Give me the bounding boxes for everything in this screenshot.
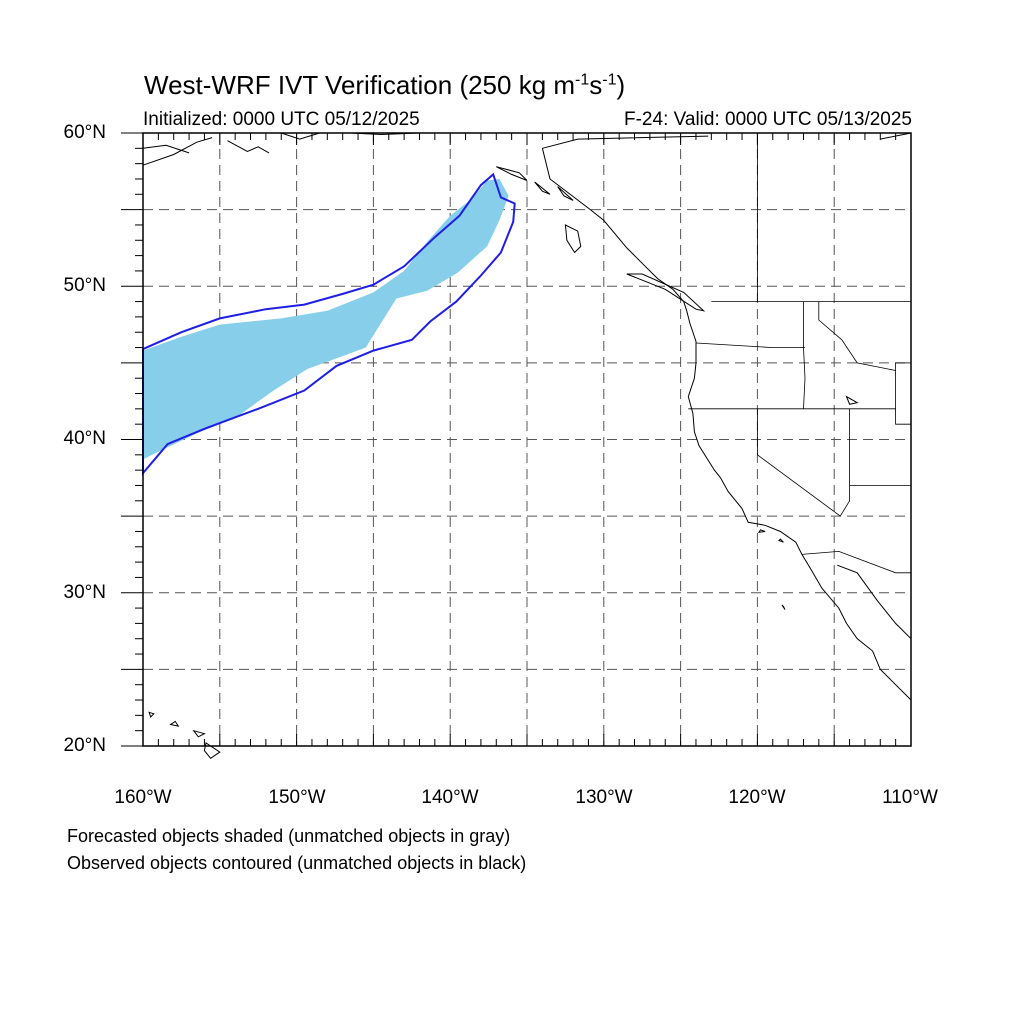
observed-ivt-contour — [142, 172, 516, 476]
initialized-time: Initialized: 0000 UTC 05/12/2025 — [143, 109, 420, 130]
lat-label: 30°N — [63, 582, 106, 603]
island — [845, 395, 859, 405]
state-border — [757, 408, 841, 517]
island — [534, 181, 551, 195]
island — [564, 224, 582, 254]
state-border — [803, 301, 806, 409]
lon-label: 150°W — [268, 787, 326, 808]
island — [148, 711, 155, 718]
gulf-of-california-coast — [837, 564, 912, 640]
state-border — [818, 301, 896, 371]
island — [781, 604, 786, 610]
lat-label: 60°N — [63, 122, 106, 143]
alaska-coastline — [227, 140, 270, 154]
state-border — [695, 342, 805, 349]
footnote-observed: Observed objects contoured (unmatched ob… — [67, 853, 527, 873]
grid-lines — [143, 133, 911, 746]
map-title: West-WRF IVT Verification (250 kg m-1s-1… — [144, 70, 626, 100]
lat-label: 40°N — [63, 428, 106, 449]
state-border — [895, 362, 911, 425]
forecast-layer — [143, 179, 509, 460]
lon-label: 160°W — [114, 787, 172, 808]
state-border — [801, 550, 911, 574]
lon-label: 130°W — [575, 787, 633, 808]
map-frame — [142, 132, 912, 747]
lon-label: 110°W — [882, 787, 938, 808]
west-coast-coastline — [541, 135, 912, 701]
island — [169, 720, 180, 727]
lon-label: 120°W — [728, 787, 786, 808]
forecast-ivt-object — [143, 179, 509, 460]
state-border — [839, 408, 850, 517]
island — [777, 538, 784, 543]
footnote-forecast: Forecasted objects shaded (unmatched obj… — [67, 826, 511, 846]
valid-time: F-24: Valid: 0000 UTC 05/13/2025 — [624, 109, 912, 130]
island — [192, 729, 206, 738]
island — [496, 166, 528, 181]
alaska-coastline — [142, 144, 190, 154]
lat-label: 20°N — [63, 735, 106, 756]
island — [557, 186, 574, 201]
lon-label: 140°W — [421, 787, 479, 808]
observed-layer — [142, 172, 516, 476]
island — [626, 273, 706, 312]
island — [757, 529, 766, 533]
island — [203, 742, 221, 759]
lat-label: 50°N — [63, 275, 106, 296]
alaska-coastline — [281, 132, 320, 140]
alaska-coastline — [142, 137, 213, 166]
